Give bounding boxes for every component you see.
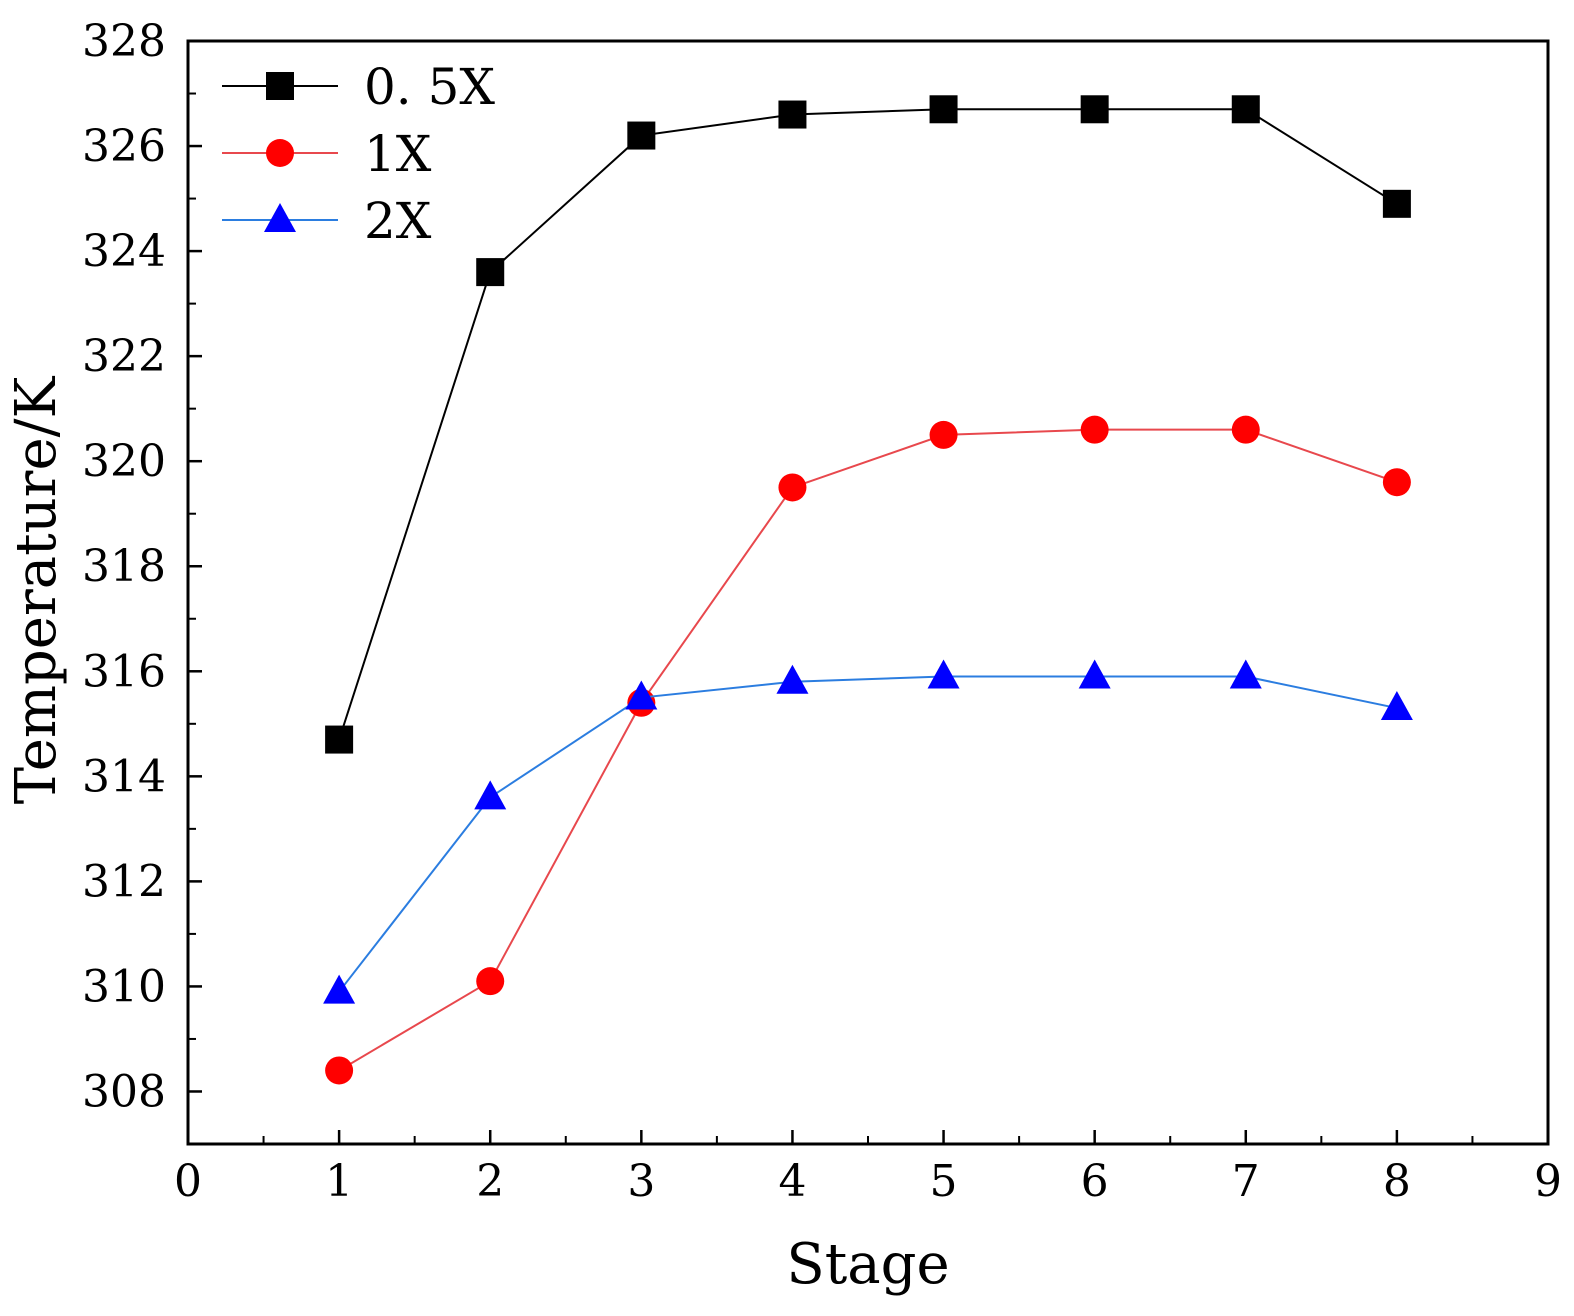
x-tick-label: 3	[627, 1156, 655, 1207]
y-axis-title: Temperature/K	[4, 376, 69, 805]
x-tick-label: 1	[325, 1156, 353, 1207]
data-point	[778, 473, 807, 502]
data-point	[625, 680, 658, 710]
data-point	[1080, 95, 1109, 124]
y-tick-label: 312	[82, 856, 166, 907]
x-tick-label: 4	[778, 1156, 806, 1207]
legend: 0. 5X 1X 2X	[222, 58, 495, 250]
x-axis: 0 1 2 3 4 5 6 7 8 9	[174, 1130, 1562, 1207]
series-layer	[323, 95, 1413, 1085]
x-tick-label: 0	[174, 1156, 202, 1207]
series-3	[323, 659, 1413, 1004]
legend-item: 1X	[222, 125, 432, 183]
y-tick-label: 328	[82, 16, 166, 67]
data-point	[1380, 691, 1413, 721]
legend-label: 1X	[364, 125, 432, 183]
data-point	[1229, 659, 1262, 689]
data-point	[476, 258, 505, 287]
series-line	[338, 428, 1398, 1072]
legend-marker	[266, 72, 294, 100]
x-tick-label: 5	[930, 1156, 958, 1207]
series-line	[338, 675, 1398, 993]
data-point	[474, 780, 507, 810]
data-point	[627, 121, 656, 150]
y-tick-label: 310	[82, 961, 166, 1012]
data-point	[323, 974, 356, 1004]
data-point	[929, 95, 958, 124]
data-point	[1382, 189, 1411, 218]
y-tick-label: 308	[82, 1066, 166, 1117]
x-tick-label: 8	[1383, 1156, 1411, 1207]
y-tick-label: 314	[82, 751, 166, 802]
y-tick-label: 322	[82, 331, 166, 382]
y-tick-label: 318	[82, 541, 166, 592]
series-1	[325, 95, 1411, 754]
data-point	[927, 659, 960, 689]
legend-marker	[264, 203, 296, 232]
x-tick-label: 2	[476, 1156, 504, 1207]
data-point	[1078, 659, 1111, 689]
x-tick-label: 9	[1534, 1156, 1562, 1207]
data-point	[325, 1056, 354, 1085]
data-point	[1231, 95, 1260, 124]
data-point	[1382, 468, 1411, 497]
data-point	[476, 967, 505, 996]
legend-label: 2X	[364, 192, 432, 250]
series-line	[338, 108, 1398, 740]
data-point	[778, 100, 807, 129]
x-tick-label: 7	[1232, 1156, 1260, 1207]
y-tick-label: 326	[82, 121, 166, 172]
data-point	[929, 420, 958, 449]
legend-marker	[266, 139, 294, 167]
series-2	[325, 415, 1411, 1085]
x-tick-label: 6	[1081, 1156, 1109, 1207]
y-tick-label: 320	[82, 436, 166, 487]
y-axis: 308 310 312 314 316 318 320 322 324 326 328	[82, 16, 202, 1145]
data-point	[1231, 415, 1260, 444]
data-point	[1080, 415, 1109, 444]
y-tick-label: 316	[82, 646, 166, 697]
legend-label: 0. 5X	[364, 58, 495, 116]
data-point	[325, 725, 354, 754]
y-tick-label: 324	[82, 226, 166, 277]
data-point	[776, 664, 809, 694]
x-axis-title: Stage	[786, 1232, 949, 1297]
legend-item: 0. 5X	[222, 58, 495, 116]
legend-item: 2X	[222, 192, 432, 250]
